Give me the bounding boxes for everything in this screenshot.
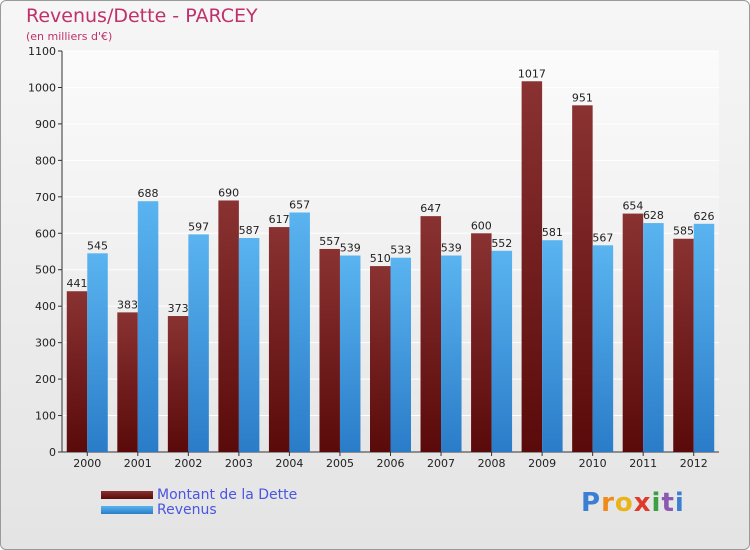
x-tick-label: 2000 xyxy=(73,457,101,470)
bar-revenus xyxy=(188,234,209,452)
bar-revenus xyxy=(339,255,361,452)
bar-dette xyxy=(673,238,694,452)
x-tick-label: 2005 xyxy=(326,457,354,470)
bar-dette xyxy=(420,216,442,452)
bar-revenus xyxy=(643,223,664,452)
bar-dette xyxy=(471,233,492,452)
logo-letter: o xyxy=(614,488,634,518)
bar-dette xyxy=(521,81,543,453)
data-label-revenus: 581 xyxy=(542,226,563,239)
logo-letter: P xyxy=(581,488,602,518)
y-tick-label: 400 xyxy=(35,300,56,313)
data-label-revenus: 533 xyxy=(390,244,411,257)
data-label-revenus: 552 xyxy=(491,237,512,250)
x-tick-label: 2010 xyxy=(579,457,607,470)
chart-subtitle: (en milliers d'€) xyxy=(26,30,113,43)
bar-dette xyxy=(319,248,340,452)
logo-letter: x xyxy=(633,488,652,518)
bar-revenus xyxy=(87,253,108,452)
bar-revenus xyxy=(441,255,462,452)
data-label-revenus: 688 xyxy=(138,187,159,200)
y-tick-label: 700 xyxy=(35,191,56,204)
data-label-dette: 557 xyxy=(319,235,340,248)
bar-revenus xyxy=(390,257,411,452)
data-label-dette: 617 xyxy=(269,213,290,226)
x-tick-label: 2012 xyxy=(680,457,708,470)
bar-dette xyxy=(622,213,644,452)
bar-dette xyxy=(66,291,88,452)
legend-label-revenus: Revenus xyxy=(157,501,217,518)
y-tick-label: 1100 xyxy=(28,45,56,58)
logo-letter: t xyxy=(661,488,675,518)
x-tick-label: 2004 xyxy=(275,457,303,470)
bar-dette xyxy=(117,312,138,452)
legend-swatch-revenus xyxy=(101,505,153,514)
x-tick-label: 2001 xyxy=(124,457,152,470)
data-label-dette: 1017 xyxy=(518,67,546,80)
y-tick-label: 800 xyxy=(35,154,56,167)
y-tick-label: 600 xyxy=(35,227,56,240)
data-label-dette: 383 xyxy=(117,298,138,311)
bar-dette xyxy=(167,316,189,452)
bar-revenus xyxy=(592,245,614,452)
data-label-dette: 441 xyxy=(67,277,88,290)
x-tick-label: 2009 xyxy=(528,457,556,470)
legend-label-dette: Montant de la Dette xyxy=(157,486,298,503)
data-label-revenus: 539 xyxy=(441,242,462,255)
bar-dette xyxy=(370,266,391,452)
data-label-dette: 951 xyxy=(572,91,593,104)
data-label-revenus: 539 xyxy=(340,242,361,255)
legend-item-dette: Montant de la Dette xyxy=(101,486,298,503)
data-label-revenus: 587 xyxy=(239,224,260,237)
data-label-revenus: 545 xyxy=(87,239,108,252)
logo-letter: i xyxy=(674,488,685,518)
legend: Montant de la Dette Revenus xyxy=(101,486,298,518)
y-tick-label: 900 xyxy=(35,118,56,131)
bar-dette xyxy=(572,105,593,453)
data-label-dette: 373 xyxy=(168,302,189,315)
data-label-revenus: 626 xyxy=(693,210,714,223)
data-label-dette: 690 xyxy=(218,186,239,199)
legend-swatch-dette xyxy=(101,490,153,499)
chart-title: Revenus/Dette - PARCEY xyxy=(26,5,258,27)
bar-revenus xyxy=(137,201,159,452)
bar-revenus xyxy=(491,250,513,452)
proxiti-logo[interactable]: Proxiti xyxy=(581,488,685,518)
data-label-dette: 510 xyxy=(370,252,391,265)
x-tick-label: 2003 xyxy=(225,457,253,470)
x-tick-label: 2007 xyxy=(427,457,455,470)
data-label-dette: 600 xyxy=(471,219,492,232)
y-tick-label: 100 xyxy=(35,410,56,423)
legend-item-revenus: Revenus xyxy=(101,501,297,518)
y-tick-label: 1000 xyxy=(28,81,56,94)
data-label-dette: 647 xyxy=(420,202,441,215)
y-tick-label: 300 xyxy=(35,337,56,350)
bar-revenus xyxy=(693,223,715,452)
data-label-dette: 654 xyxy=(622,200,643,213)
bar-revenus xyxy=(289,212,310,452)
x-tick-label: 2006 xyxy=(377,457,405,470)
logo-letter: i xyxy=(651,488,662,518)
bar-revenus xyxy=(542,240,563,452)
logo-letter: r xyxy=(601,488,615,518)
y-tick-label: 0 xyxy=(49,446,56,459)
y-tick-label: 200 xyxy=(35,373,56,386)
x-tick-label: 2008 xyxy=(478,457,506,470)
data-label-revenus: 628 xyxy=(643,209,664,222)
y-tick-label: 500 xyxy=(35,264,56,277)
bar-revenus xyxy=(238,238,260,452)
x-tick-label: 2002 xyxy=(174,457,202,470)
data-label-revenus: 657 xyxy=(289,198,310,211)
x-tick-label: 2011 xyxy=(629,457,657,470)
data-label-dette: 585 xyxy=(673,225,694,238)
bar-dette xyxy=(268,227,290,452)
data-label-revenus: 597 xyxy=(188,220,209,233)
bar-dette xyxy=(218,200,239,452)
data-label-revenus: 567 xyxy=(592,231,613,244)
